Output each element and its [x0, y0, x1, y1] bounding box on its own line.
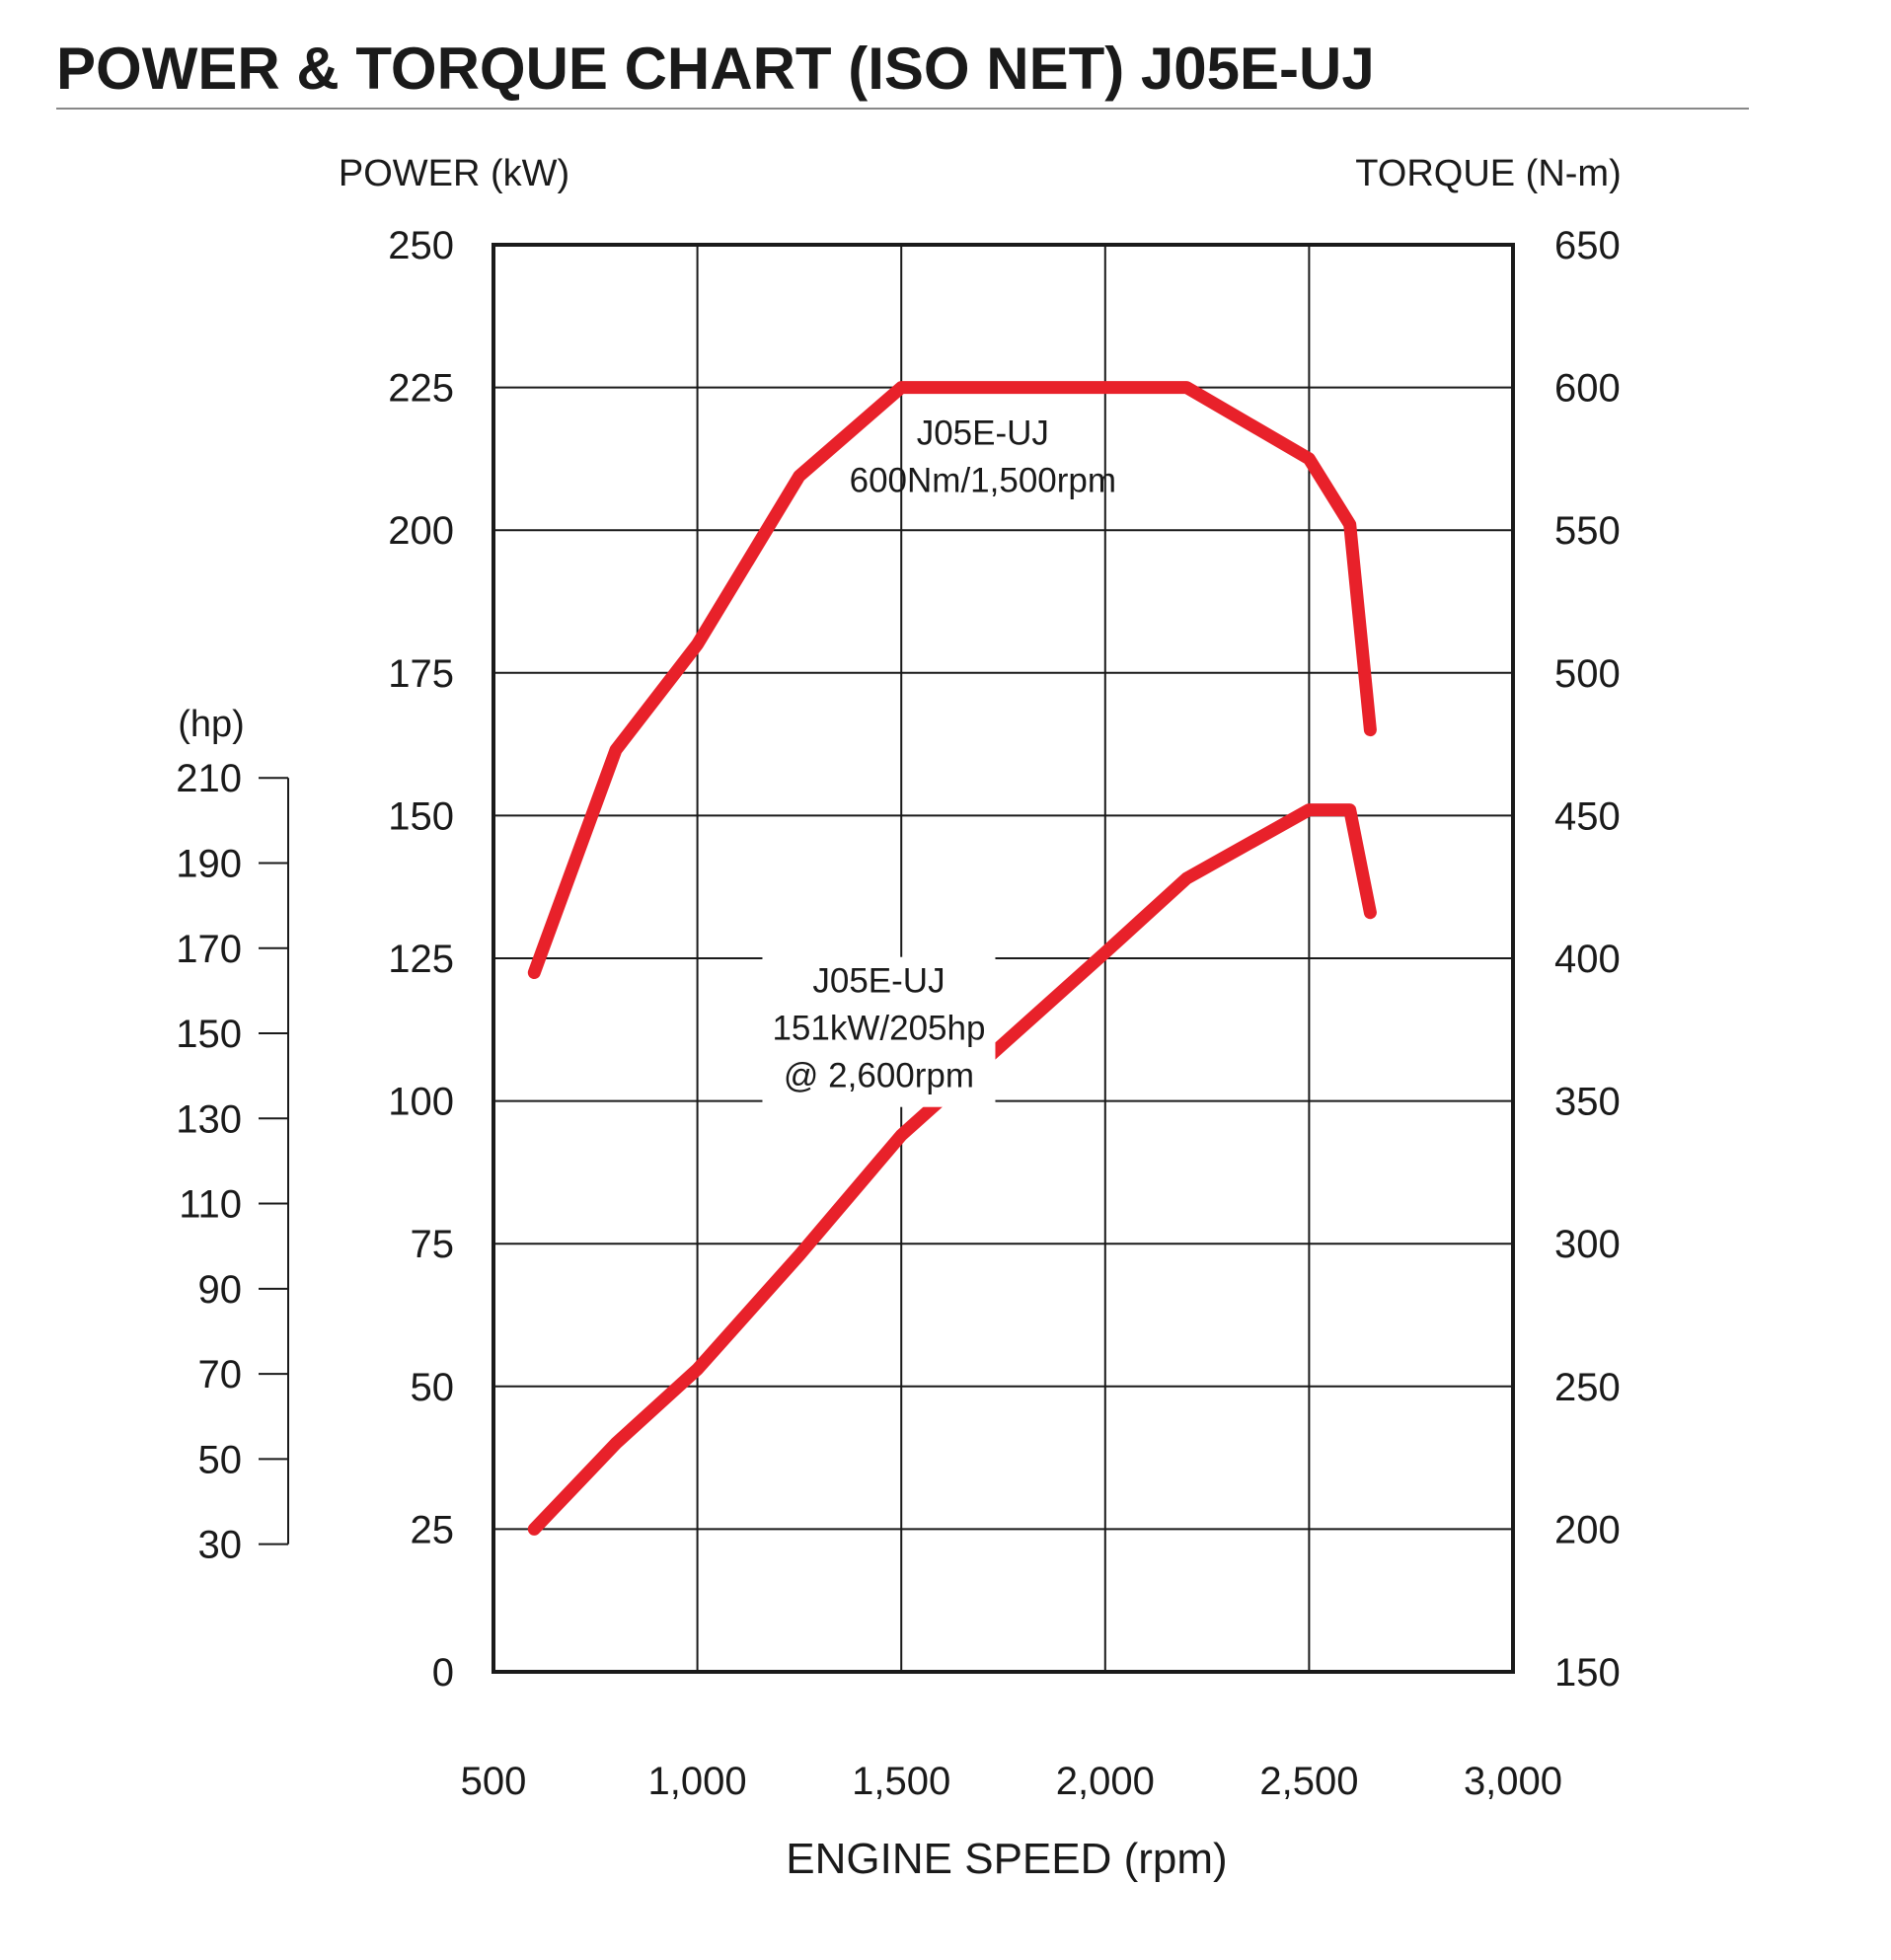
- hp-axis: 30 50 70 90 110 130 150 170 190 210: [176, 757, 289, 1567]
- hp-tick-label: 190: [176, 843, 242, 886]
- y-right-tick-label: 500: [1554, 652, 1621, 696]
- hp-axis-title: (hp): [178, 704, 245, 745]
- annotation-text: @ 2,600rpm: [784, 1057, 974, 1095]
- annotation-background: [762, 956, 996, 1107]
- grid-lines: [492, 244, 1514, 1673]
- hp-tick-label: 90: [198, 1268, 243, 1312]
- annotation-text: 151kW/205hp: [772, 1010, 985, 1048]
- y-left-tick-label: 75: [411, 1223, 455, 1266]
- chart-annotations: J05E-UJ 600Nm/1,500rpm J05E-UJ 151kW/205hp @…: [762, 414, 1116, 1107]
- torque-curve-line: [527, 381, 1377, 979]
- hp-tick-label: 150: [176, 1013, 242, 1056]
- x-tick-label: 500: [461, 1760, 527, 1803]
- x-tick-label: 1,500: [852, 1760, 950, 1803]
- y-left-tick-label: 100: [388, 1081, 454, 1124]
- y-right-tick-label: 550: [1554, 509, 1621, 553]
- plot-frame: [492, 243, 1515, 1674]
- y-left-tick-label: 150: [388, 794, 454, 838]
- x-tick-labels: 500 1,000 1,500 2,000 2,500 3,000: [461, 1760, 1562, 1803]
- y-right-tick-label: 650: [1554, 224, 1621, 267]
- y-left-tick-label: 125: [388, 938, 454, 981]
- y-right-tick-label: 250: [1554, 1366, 1621, 1409]
- y-left-tick-labels: 0 25 50 75 100 125 150 175 200 225 250: [388, 224, 454, 1695]
- power-curve-line: [527, 803, 1377, 1536]
- hp-tick-label: 50: [198, 1438, 243, 1481]
- y-right-tick-label: 200: [1554, 1508, 1621, 1551]
- hp-tick-label: 170: [176, 928, 242, 971]
- hp-tick-label: 30: [198, 1524, 243, 1567]
- data-series: [527, 381, 1377, 1536]
- x-axis-title: ENGINE SPEED (rpm): [786, 1835, 1227, 1883]
- hp-tick-label: 210: [176, 757, 242, 800]
- y-right-tick-label: 450: [1554, 794, 1621, 838]
- x-tick-label: 2,500: [1259, 1760, 1358, 1803]
- x-tick-label: 3,000: [1464, 1760, 1562, 1803]
- x-tick-label: 2,000: [1056, 1760, 1155, 1803]
- y-right-tick-label: 300: [1554, 1223, 1621, 1266]
- y-left-tick-label: 225: [388, 367, 454, 411]
- hp-tick-label: 70: [198, 1353, 243, 1396]
- y-right-tick-label: 400: [1554, 938, 1621, 981]
- annotation-text: J05E-UJ: [917, 414, 1049, 452]
- chart-title: POWER & TORQUE CHART (ISO NET) J05E-UJ: [56, 36, 1375, 102]
- y-right-tick-label: 350: [1554, 1081, 1621, 1124]
- y-left-tick-label: 175: [388, 652, 454, 696]
- y-right-axis-title: TORQUE (N-m): [1355, 153, 1622, 194]
- annotation-text: J05E-UJ: [812, 962, 945, 1001]
- x-tick-label: 1,000: [648, 1760, 747, 1803]
- y-right-tick-label: 150: [1554, 1651, 1621, 1695]
- y-left-tick-label: 200: [388, 509, 454, 553]
- hp-tick-label: 130: [176, 1097, 242, 1141]
- y-left-tick-label: 0: [432, 1651, 454, 1695]
- y-left-tick-label: 250: [388, 224, 454, 267]
- y-left-axis-title: POWER (kW): [339, 153, 569, 194]
- y-left-tick-label: 50: [411, 1366, 455, 1409]
- y-right-tick-label: 600: [1554, 367, 1621, 411]
- y-left-tick-label: 25: [411, 1508, 455, 1551]
- hp-tick-label: 110: [179, 1183, 242, 1227]
- y-right-tick-labels: 150 200 250 300 350 400 450 500 550 600 650: [1554, 224, 1621, 1695]
- annotation-text: 600Nm/1,500rpm: [850, 461, 1116, 499]
